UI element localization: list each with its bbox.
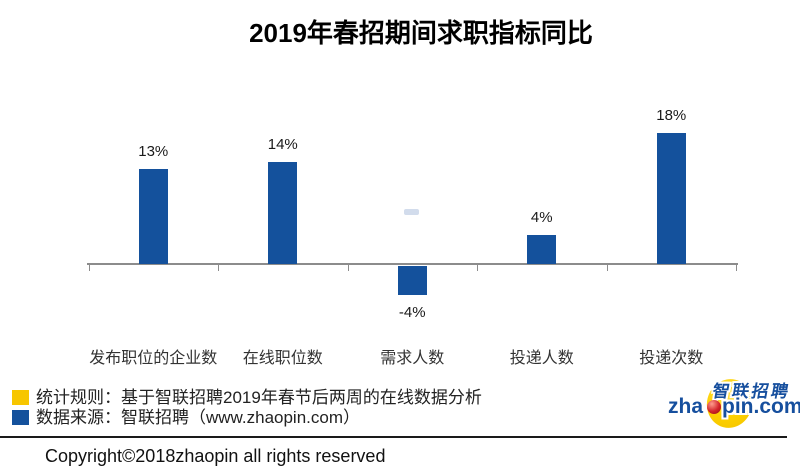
bar-0	[138, 169, 168, 264]
copyright-text: Copyright©2018zhaopin all rights reserve…	[45, 446, 386, 466]
value-label-2: -4%	[398, 304, 426, 322]
category-label-4: 投递次数	[639, 350, 704, 367]
value-label-0: 13%	[138, 143, 169, 161]
axis-tick	[477, 265, 478, 271]
axis-tick	[88, 265, 90, 271]
category-label-3: 投递人数	[509, 350, 574, 367]
axis-tick	[218, 265, 219, 271]
logo-brand-en-pre: zha	[668, 395, 704, 418]
logo-brand-en-post: pin.com	[722, 395, 800, 418]
divider-line	[0, 436, 787, 438]
axis-tick	[347, 265, 349, 271]
logo-red-dot-icon	[706, 400, 721, 414]
legend-swatch-blue-icon	[12, 410, 29, 425]
plot-area: 13% 发布职位的企业数 14% 在线职位数 -4% 需求人数 4% 投递人数 18% 投递次数	[87, 106, 738, 367]
value-label-4: 18%	[656, 106, 687, 124]
bar-2	[397, 266, 427, 296]
value-label-1: 14%	[267, 136, 298, 154]
category-label-1: 在线职位数	[242, 350, 323, 367]
page-title: 2019年春招期间求职指标同比	[249, 18, 593, 48]
value-label-3: 4%	[530, 208, 553, 226]
category-label-0: 发布职位的企业数	[89, 350, 218, 367]
x-axis-line	[87, 263, 738, 265]
faint-watermark-artifact	[404, 209, 419, 215]
axis-tick	[736, 265, 737, 271]
axis-tick	[606, 265, 608, 271]
footnote-data-source: 数据来源：智联招聘（www.zhaopin.com）	[36, 408, 361, 427]
bar-1	[268, 162, 298, 264]
footnote-statistics-rule: 统计规则：基于智联招聘2019年春节后两周的在线数据分析	[36, 388, 482, 407]
category-label-2: 需求人数	[380, 350, 445, 367]
bar-4	[656, 132, 686, 264]
zhaopin-logo: 智联招聘 zha pin.com	[660, 372, 800, 433]
bar-3	[527, 234, 557, 264]
legend-swatch-yellow-icon	[12, 390, 29, 405]
